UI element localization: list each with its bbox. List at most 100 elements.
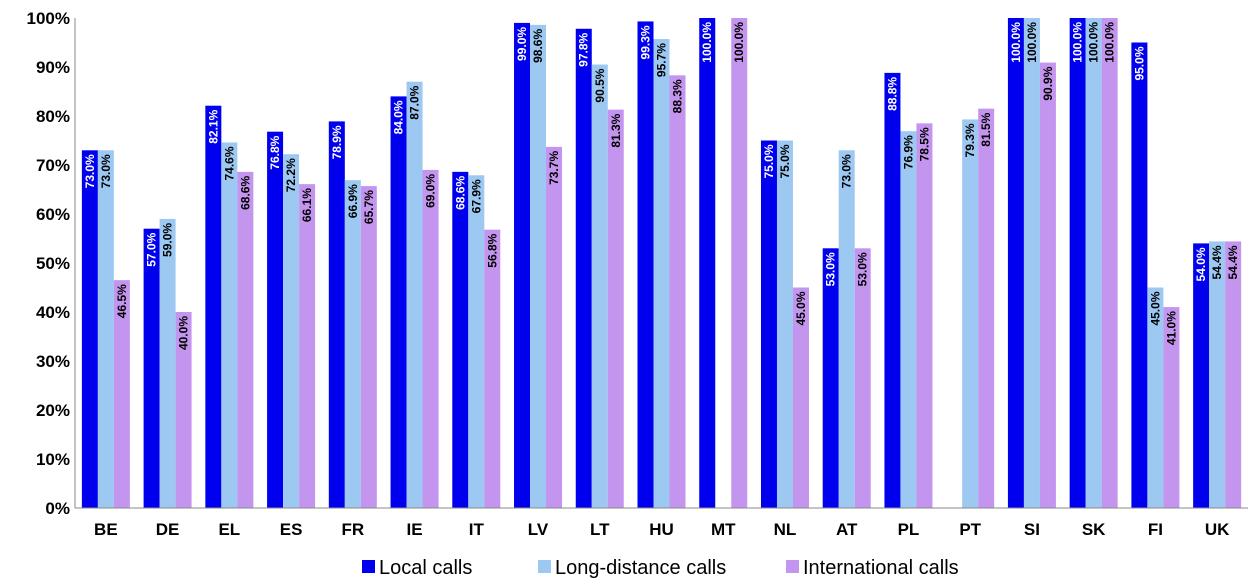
x-tick-label: BE [94, 520, 118, 539]
data-label: 54.4% [1210, 245, 1224, 279]
bar [1147, 287, 1164, 508]
data-label: 81.3% [609, 113, 623, 147]
x-tick-label: IT [469, 520, 485, 539]
bar [669, 75, 686, 508]
data-label: 73.7% [547, 151, 561, 185]
bar [452, 171, 469, 509]
bar [1101, 18, 1118, 508]
data-label: 66.9% [346, 184, 360, 218]
bar [575, 28, 592, 509]
bar [591, 64, 608, 509]
data-label: 98.6% [531, 29, 545, 63]
bar [1193, 243, 1210, 508]
bar [1007, 18, 1024, 508]
x-tick-label: ES [280, 520, 303, 539]
bar [637, 21, 654, 509]
data-label: 76.9% [901, 135, 915, 169]
data-label: 82.1% [206, 109, 220, 143]
data-label: 46.5% [115, 284, 129, 318]
bar [484, 229, 501, 508]
bar [699, 18, 716, 508]
bar [900, 131, 917, 508]
data-label: 73.0% [99, 154, 113, 188]
data-label: 68.6% [238, 176, 252, 210]
y-tick-label: 30% [36, 352, 70, 371]
bar [514, 22, 531, 509]
data-label: 68.6% [453, 176, 467, 210]
data-label: 97.8% [577, 32, 591, 66]
bar [530, 24, 547, 509]
data-label: 76.8% [268, 135, 282, 169]
data-label: 41.0% [1164, 311, 1178, 345]
bar [328, 121, 345, 508]
bar [81, 150, 98, 509]
bar [1163, 307, 1180, 508]
data-label: 100.0% [1025, 22, 1039, 63]
x-tick-label: EL [218, 520, 240, 539]
bar [360, 186, 377, 508]
bar [221, 142, 238, 508]
data-label: 95.0% [1132, 46, 1146, 80]
data-label: 54.4% [1226, 245, 1240, 279]
bar [406, 81, 423, 508]
bar [916, 123, 933, 508]
x-tick-label: LV [528, 520, 549, 539]
data-label: 40.0% [177, 316, 191, 350]
bar [607, 109, 624, 508]
x-tick-label: NL [774, 520, 797, 539]
x-tick-label: HU [649, 520, 674, 539]
data-label: 95.7% [655, 43, 669, 77]
data-label: 67.9% [469, 179, 483, 213]
bar [978, 108, 995, 509]
data-label: 45.0% [794, 291, 808, 325]
data-label: 73.0% [840, 154, 854, 188]
x-axis: BE DE EL ES FR IE IT LV LT HU MT NL AT PL PT SI SK FI UK [75, 507, 1248, 539]
data-label: 90.9% [1041, 66, 1055, 100]
data-label: 78.5% [917, 127, 931, 161]
data-label: 57.0% [145, 232, 159, 266]
y-tick-label: 100% [27, 9, 70, 28]
data-label: 100.0% [1009, 22, 1023, 63]
bar [1039, 62, 1056, 509]
x-tick-label: UK [1205, 520, 1230, 539]
data-label: 56.8% [485, 233, 499, 267]
x-tick-label: DE [156, 520, 180, 539]
data-label: 53.0% [856, 252, 870, 286]
data-label: 78.9% [330, 125, 344, 159]
data-label: 75.0% [778, 144, 792, 178]
x-tick-label: FI [1148, 520, 1163, 539]
x-tick-label: FR [341, 520, 364, 539]
bar [113, 280, 130, 508]
bar [838, 150, 855, 509]
data-label: 99.0% [515, 27, 529, 61]
bar [1085, 18, 1102, 508]
bar [653, 39, 670, 508]
legend-label: Local calls [379, 557, 472, 579]
bar [776, 140, 793, 508]
data-label: 79.3% [963, 123, 977, 157]
data-label: 66.1% [300, 188, 314, 222]
data-label: 65.7% [362, 190, 376, 224]
bar [143, 228, 160, 508]
legend-label: International calls [803, 557, 959, 579]
bar [205, 105, 222, 509]
y-tick-label: 10% [36, 450, 70, 469]
data-label: 74.6% [222, 146, 236, 180]
bar [175, 312, 192, 508]
y-tick-label: 20% [36, 401, 70, 420]
data-label: 54.0% [1194, 247, 1208, 281]
data-label: 59.0% [161, 223, 175, 257]
data-label: 100.0% [1103, 22, 1117, 63]
bar [1069, 18, 1086, 508]
data-label: 73.0% [83, 154, 97, 188]
x-tick-label: IE [407, 520, 423, 539]
x-tick-label: SI [1024, 520, 1040, 539]
bar [267, 131, 284, 508]
bar [237, 171, 254, 509]
data-label: 90.5% [593, 68, 607, 102]
x-tick-label: AT [836, 520, 858, 539]
y-tick-label: 90% [36, 58, 70, 77]
y-tick-label: 40% [36, 303, 70, 322]
